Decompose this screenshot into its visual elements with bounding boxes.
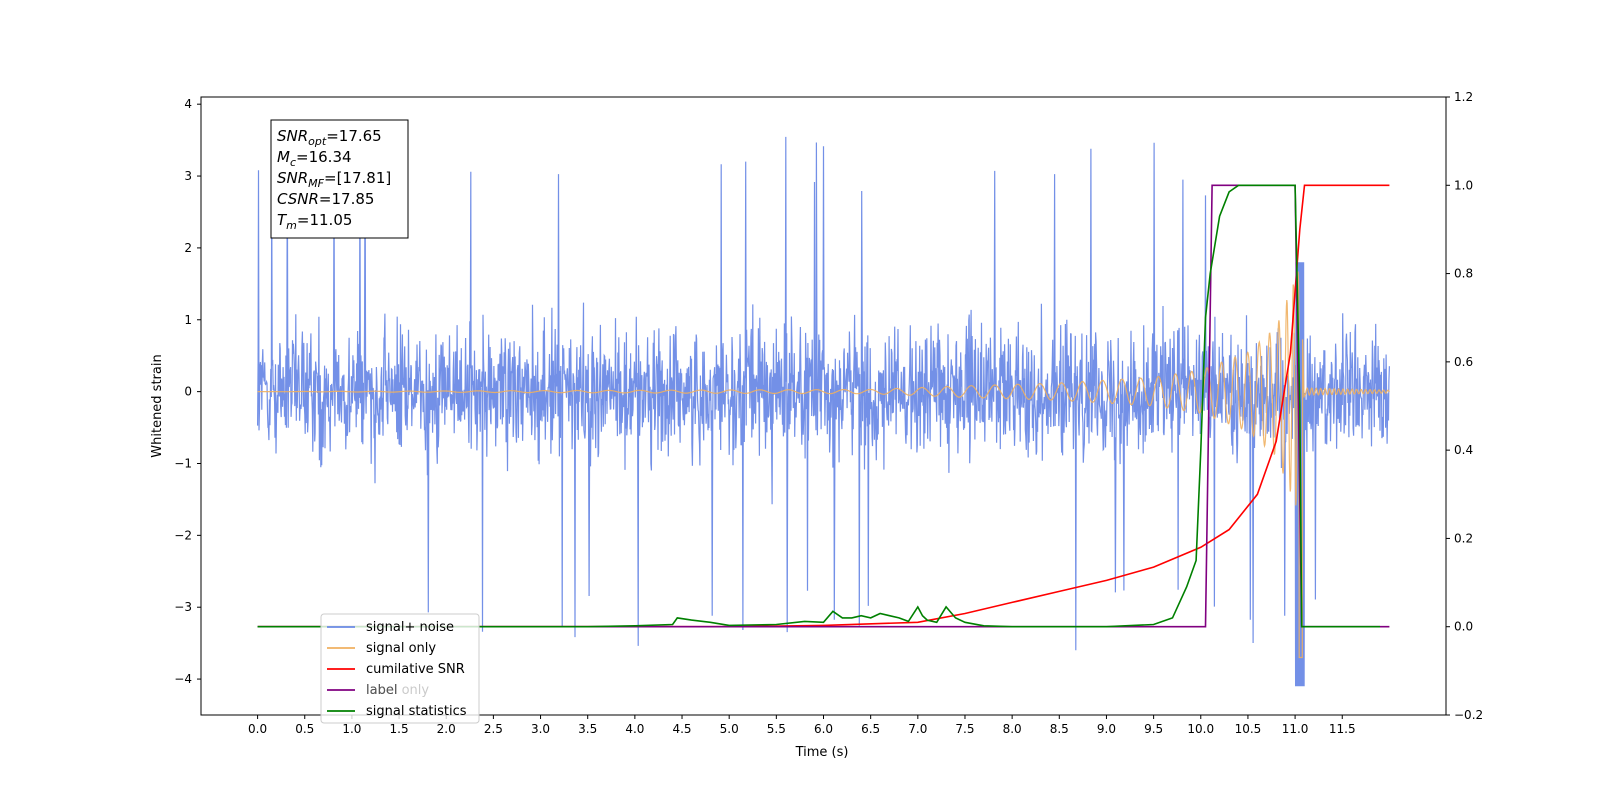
x-tick-label: 6.5 <box>861 722 880 736</box>
y-right-tick-label: 0.8 <box>1454 267 1473 281</box>
legend: signal+ noise signal only cumilative SNR la… <box>320 613 480 724</box>
y-right-tick-label: 1.2 <box>1454 90 1473 104</box>
x-tick-label: 0.5 <box>295 722 314 736</box>
y-left-tick-label: −4 <box>174 672 192 686</box>
annotation-line: SNRopt=17.65 <box>277 127 382 148</box>
y-right-tick-label: 0.4 <box>1454 443 1473 457</box>
x-tick-label: 8.0 <box>1003 722 1022 736</box>
right-axis-series <box>257 184 1390 628</box>
y-left-tick-label: 1 <box>184 313 192 327</box>
y-left-tick-label: 4 <box>184 97 192 111</box>
y-right-tick-label: 0.0 <box>1454 620 1473 634</box>
signal-only-line <box>257 271 1390 659</box>
x-tick-label: 7.0 <box>908 722 927 736</box>
y-left-tick-label: 2 <box>184 241 192 255</box>
signal-noise-line <box>257 136 1390 687</box>
annotation-line: CSNR=17.85 <box>277 190 374 208</box>
y-right-tick-label: 0.2 <box>1454 531 1473 545</box>
x-axis-label: Time (s) <box>795 745 849 760</box>
y-left-tick-label: −1 <box>174 456 192 470</box>
stats-annotation-box: SNRopt=17.65Mc=16.34SNRMF=[17.81]CSNR=17… <box>270 119 409 239</box>
x-tick-label: 2.0 <box>437 722 456 736</box>
x-tick-label: 2.5 <box>484 722 503 736</box>
x-tick-label: 6.0 <box>814 722 833 736</box>
annotation-line: Tm=11.05 <box>277 211 352 232</box>
legend-label: signal statistics <box>366 704 467 719</box>
y-left-tick-label: −2 <box>174 528 192 542</box>
x-tick-label: 11.0 <box>1282 722 1309 736</box>
x-tick-label: 3.5 <box>578 722 597 736</box>
x-tick-label: 3.0 <box>531 722 550 736</box>
x-tick-label: 1.5 <box>390 722 409 736</box>
x-tick-label: 4.0 <box>625 722 644 736</box>
legend-label: signal only <box>366 641 436 656</box>
x-tick-label: 11.5 <box>1329 722 1356 736</box>
annotation-line: SNRMF=[17.81] <box>277 169 391 190</box>
x-tick-label: 7.5 <box>955 722 974 736</box>
y-left-tick-label: 3 <box>184 169 192 183</box>
x-tick-label: 10.0 <box>1187 722 1214 736</box>
signal-only-series <box>257 271 1390 659</box>
y-right-axis-ticks: 1.2 1.0 0.8 0.6 0.4 0.2 0.0 −0.2 <box>1446 90 1483 722</box>
x-tick-label: 4.5 <box>672 722 691 736</box>
signal-statistics-line <box>257 184 1380 628</box>
x-tick-label: 9.0 <box>1097 722 1116 736</box>
legend-label: label <box>366 683 397 698</box>
x-tick-label: 5.0 <box>720 722 739 736</box>
cumilative-snr-line <box>257 184 1390 628</box>
y-right-tick-label: −0.2 <box>1454 708 1483 722</box>
x-axis-ticks: 0.0 0.5 1.0 1.5 2.0 2.5 3.0 3.5 4.0 4.5 5.0 5.5 6.0 6… <box>248 715 1356 736</box>
legend-label: signal+ noise <box>366 620 454 635</box>
signal-noise-series <box>257 136 1390 687</box>
y-left-axis-ticks: 4 3 2 1 0 −1 −2 −3 −4 <box>174 97 201 686</box>
x-tick-label: 9.5 <box>1144 722 1163 736</box>
y-left-tick-label: −3 <box>174 600 192 614</box>
x-tick-label: 10.5 <box>1235 722 1262 736</box>
x-tick-label: 5.5 <box>767 722 786 736</box>
y-right-tick-label: 0.6 <box>1454 355 1473 369</box>
y-left-tick-label: 0 <box>184 385 192 399</box>
legend-label-faded: label only <box>366 683 429 698</box>
annotation-line: Mc=16.34 <box>277 148 352 169</box>
x-tick-label: 0.0 <box>248 722 267 736</box>
legend-label: cumilative SNR <box>366 662 465 677</box>
x-tick-label: 8.5 <box>1050 722 1069 736</box>
y-left-axis-label: Whitened strain <box>150 354 165 457</box>
x-tick-label: 1.0 <box>342 722 361 736</box>
y-right-tick-label: 1.0 <box>1454 178 1473 192</box>
